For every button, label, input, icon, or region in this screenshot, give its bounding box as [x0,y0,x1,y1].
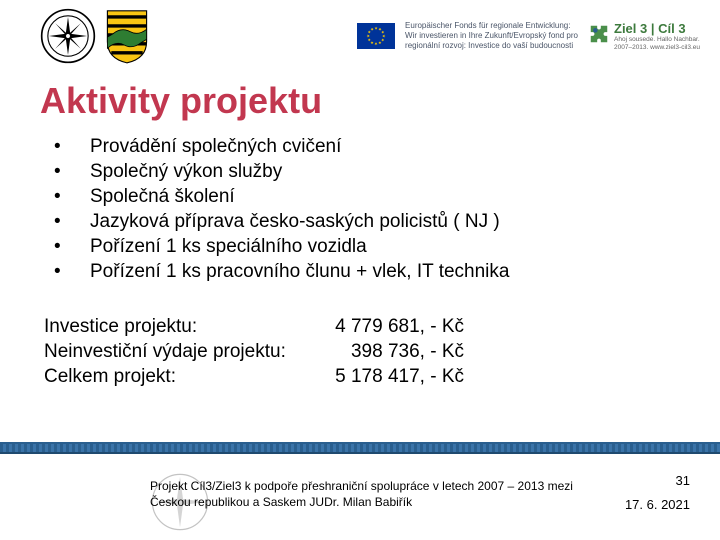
bullet-icon: • [54,136,90,158]
ziel-logo: Ziel 3 | Cíl 3 Ahoj sousede. Hallo Nachb… [588,21,700,52]
puzzle-icon [588,23,610,50]
bullet-text: Společná školení [90,186,235,208]
bullet-text: Jazyková příprava česko-saských policist… [90,211,500,233]
bullet-icon: • [54,161,90,183]
header: ★ ★ ★ ★ ★ ★ ★ ★ ★ ★ ★ ★ Europäischer Fon… [0,0,720,72]
footer-project-text: Projekt Cíl3/Ziel3 k podpoře přeshraničn… [150,478,580,510]
page-number: 31 [625,469,690,492]
finance-label: Investice projektu: [44,316,314,338]
list-item: • Společná školení [54,186,680,208]
list-item: • Společný výkon služby [54,161,680,183]
police-badge-icon [40,8,96,64]
eu-flag-icon: ★ ★ ★ ★ ★ ★ ★ ★ ★ ★ ★ ★ [357,23,395,49]
list-item: • Pořízení 1 ks pracovního člunu + vlek,… [54,261,680,283]
bullet-text: Pořízení 1 ks speciálního vozidla [90,236,367,258]
finance-value: 4 779 681, - Kč [314,316,464,338]
finance-label: Celkem projekt: [44,366,314,388]
finance-row: Celkem projekt: 5 178 417, - Kč [44,366,680,388]
list-item: • Pořízení 1 ks speciálního vozidla [54,236,680,258]
bullet-text: Společný výkon služby [90,161,282,183]
eu-fund-text: Europäischer Fonds für regionale Entwick… [405,21,578,51]
page-title: Aktivity projektu [0,72,720,136]
bullet-icon: • [54,186,90,208]
finance-value: 398 736, - Kč [314,341,464,363]
bullet-icon: • [54,236,90,258]
header-right: ★ ★ ★ ★ ★ ★ ★ ★ ★ ★ ★ ★ Europäischer Fon… [357,21,700,52]
list-item: • Provádění společných cvičení [54,136,680,158]
ziel-subtext: Ahoj sousede. Hallo Nachbar. 2007–2013. … [614,36,700,52]
footer-meta: 31 17. 6. 2021 [625,469,690,516]
finance-row: Investice projektu: 4 779 681, - Kč [44,316,680,338]
finance-row: Neinvestiční výdaje projektu: 398 736, -… [44,341,680,363]
ziel-label: Ziel 3 | Cíl 3 [614,21,700,36]
finance-label: Neinvestiční výdaje projektu: [44,341,314,363]
divider-bar [0,442,720,454]
bullet-icon: • [54,211,90,233]
footer-date: 17. 6. 2021 [625,493,690,516]
saxony-shield-icon [104,8,150,64]
footer: Projekt Cíl3/Ziel3 k podpoře přeshraničn… [0,470,720,530]
bullet-icon: • [54,261,90,283]
bullet-text: Pořízení 1 ks pracovního člunu + vlek, I… [90,261,509,283]
bullet-list: • Provádění společných cvičení • Společn… [0,136,720,302]
finance-value: 5 178 417, - Kč [314,366,464,388]
bullet-text: Provádění společných cvičení [90,136,341,158]
list-item: • Jazyková příprava česko-saských polici… [54,211,680,233]
finance-block: Investice projektu: 4 779 681, - Kč Nein… [0,302,720,388]
